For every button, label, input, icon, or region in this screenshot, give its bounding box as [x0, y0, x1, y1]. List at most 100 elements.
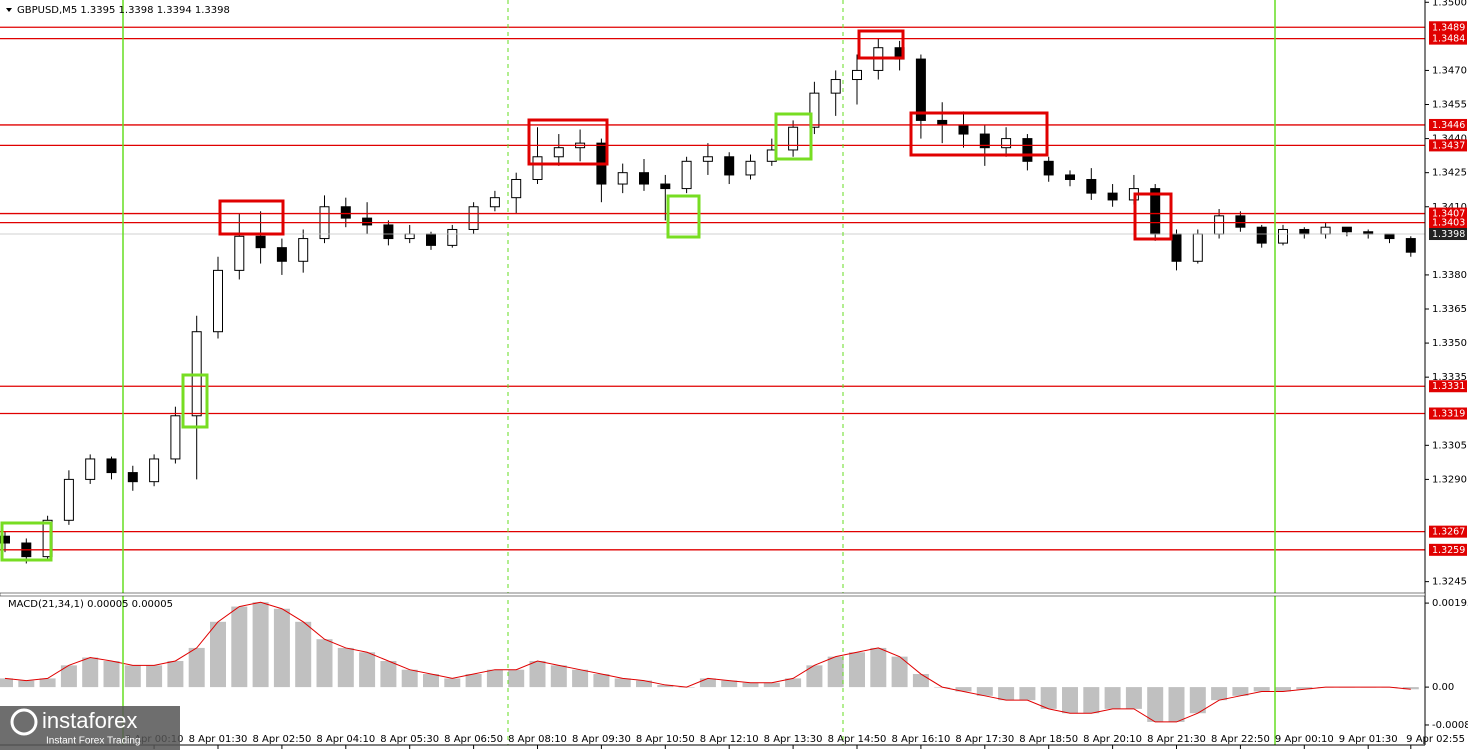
macd-bar [998, 687, 1015, 701]
candle-body [276, 247, 287, 262]
level-label-bg [1429, 207, 1467, 220]
candle-body [383, 224, 394, 240]
candle-body [511, 178, 522, 199]
y-tick-label: 0.00193 [1432, 598, 1468, 609]
green-box [666, 194, 701, 239]
candle-body [958, 124, 969, 135]
level-label-bg [1429, 118, 1467, 131]
macd-bar [359, 652, 376, 688]
macd-bar [1019, 687, 1036, 701]
logo-tagline: Instant Forex Trading [46, 736, 141, 747]
macd-signal-line [4, 601, 1411, 723]
level-label-bg [1429, 139, 1467, 152]
x-tick-label: 8 Apr 13:30 [764, 734, 823, 745]
candle-body [404, 233, 415, 240]
candle-body [234, 235, 245, 271]
macd-bar [60, 665, 77, 688]
candle-body [1299, 228, 1310, 235]
macd-bar [103, 660, 120, 688]
y-tick-label: 1.3245 [1432, 577, 1467, 588]
macd-bar [870, 647, 887, 688]
green-box [0, 521, 53, 562]
candle-body [553, 147, 564, 158]
level-label: 1.3331 [1432, 381, 1465, 392]
level-label-bg [1429, 32, 1467, 45]
macd-bar [1083, 687, 1100, 714]
macd-bar [465, 674, 482, 688]
candle-body [127, 472, 138, 483]
candle-body [1235, 215, 1246, 228]
macd-bar [572, 669, 589, 688]
y-tick-label: 1.3470 [1432, 65, 1467, 76]
candle-body [468, 206, 479, 230]
candle-body [830, 79, 841, 94]
macd-bar [891, 656, 908, 688]
plot [0, 26, 1425, 723]
red-box [909, 111, 1049, 157]
x-tick-label: 8 Apr 08:10 [508, 734, 567, 745]
logo: instaforex [42, 708, 137, 733]
candle-body [532, 156, 543, 180]
macd-bar [827, 656, 844, 688]
y-tick-label: 1.3500 [1432, 0, 1467, 8]
candle-body [1022, 138, 1033, 162]
level-label: 1.3319 [1432, 409, 1465, 420]
level-label: 1.3489 [1432, 22, 1465, 33]
macd-bar [188, 647, 205, 688]
macd-bar [401, 669, 418, 688]
macd-bar [849, 652, 865, 688]
candle-body [1384, 233, 1395, 240]
x-tick-label: 8 Apr 21:30 [1147, 734, 1206, 745]
candle-body [340, 206, 351, 219]
level-label: 1.3267 [1432, 527, 1465, 538]
candle-body [1043, 160, 1054, 176]
green-box [181, 373, 209, 429]
macd-bar [0, 678, 13, 688]
candle-body [702, 156, 713, 162]
level-label-bg [1429, 543, 1467, 556]
macd-bar [1104, 687, 1121, 709]
candle-body [1086, 178, 1097, 194]
macd-bar [1189, 687, 1206, 714]
candle-body [1256, 226, 1267, 244]
x-tick-label: 8 Apr 06:50 [444, 734, 503, 745]
candle-body [979, 133, 990, 149]
panel-separator [0, 592, 1426, 597]
x-tick-label: 8 Apr 01:30 [189, 734, 248, 745]
level-label: 1.3259 [1432, 545, 1465, 556]
green-box [774, 112, 813, 161]
x-tick-label: 8 Apr 17:30 [955, 734, 1014, 745]
y-tick-label: 1.3440 [1432, 134, 1467, 145]
candle-body [1001, 138, 1012, 149]
axis-area: 1.3500 1.3470 1.3455 1.3440 1.3425 1.3410 1.33… [125, 0, 1468, 749]
x-tick-label: 8 Apr 02:50 [252, 734, 311, 745]
level-label: 1.3446 [1432, 120, 1465, 131]
candle-body [639, 172, 649, 185]
y-tick-label: 1.3410 [1432, 202, 1467, 213]
candle-body [255, 235, 266, 249]
logo-icon [10, 708, 38, 736]
level-label-bg [1429, 407, 1467, 420]
candle-body [745, 160, 756, 176]
candle-body [937, 119, 948, 126]
macd-bar [593, 674, 610, 688]
y-tick-label: 1.3365 [1432, 304, 1467, 315]
y-tick-label: 1.3290 [1432, 474, 1467, 485]
title-marker [6, 8, 12, 12]
macd-bar [316, 639, 333, 688]
y-tick-label: 0.00 [1432, 682, 1454, 693]
macd-bar [295, 621, 312, 688]
macd-bar [210, 621, 226, 688]
x-tick-label: 9 Apr 02:55 [1406, 734, 1465, 745]
level-label: 1.3403 [1432, 218, 1465, 229]
candle-body [1171, 233, 1182, 262]
macd-bar [423, 674, 439, 688]
macd-bar [806, 665, 823, 688]
candle-body [1192, 233, 1203, 262]
candle-body [362, 217, 373, 226]
candle-body [852, 69, 862, 81]
macd-bar [742, 682, 759, 688]
annotation-boxes [0, 29, 1173, 562]
macd-bar [657, 684, 674, 688]
